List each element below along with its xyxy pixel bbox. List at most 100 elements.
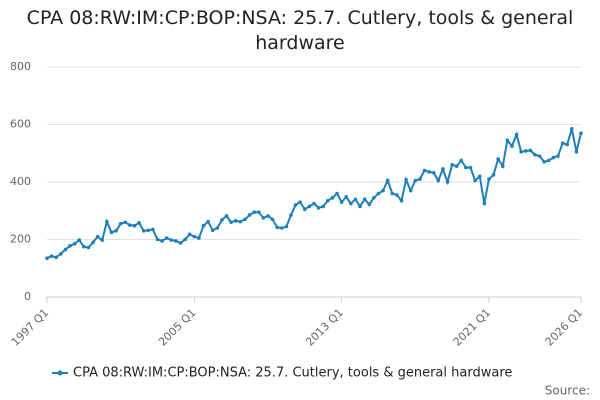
y-tick-label: 200 xyxy=(10,233,31,246)
point xyxy=(201,223,206,228)
point xyxy=(91,240,95,245)
x-tick-label: 2005 Q1 xyxy=(156,306,199,349)
point xyxy=(477,174,482,179)
point xyxy=(105,219,109,224)
point xyxy=(210,228,215,233)
point xyxy=(546,158,551,163)
point xyxy=(128,223,132,227)
point xyxy=(330,196,335,200)
point xyxy=(86,245,91,250)
point xyxy=(459,158,464,163)
point xyxy=(579,131,583,135)
point xyxy=(482,201,487,206)
point xyxy=(353,197,358,202)
point xyxy=(63,247,68,252)
point xyxy=(77,238,82,242)
point xyxy=(408,188,413,193)
legend-marker xyxy=(57,370,63,376)
point xyxy=(468,165,473,170)
point xyxy=(206,219,210,224)
point xyxy=(155,237,160,242)
point xyxy=(399,198,404,203)
point xyxy=(197,236,201,240)
point xyxy=(289,213,293,217)
point xyxy=(349,201,353,206)
point xyxy=(174,239,178,243)
point xyxy=(362,197,367,202)
point xyxy=(427,170,431,174)
point xyxy=(376,191,381,196)
point xyxy=(500,164,505,168)
point xyxy=(114,229,118,233)
point xyxy=(160,239,164,243)
point xyxy=(450,162,454,167)
source: Source: xyxy=(545,384,590,398)
point xyxy=(560,141,565,145)
point xyxy=(95,234,100,239)
point xyxy=(238,219,243,224)
point xyxy=(404,177,408,182)
point xyxy=(192,234,197,239)
point xyxy=(381,188,385,193)
point xyxy=(556,154,560,158)
point xyxy=(395,193,399,197)
point xyxy=(445,180,450,184)
x-tick-label: 2013 Q1 xyxy=(303,306,346,349)
point xyxy=(137,221,141,225)
point xyxy=(487,177,491,181)
point xyxy=(326,198,330,203)
point xyxy=(316,206,321,210)
point xyxy=(473,178,477,183)
point xyxy=(491,173,496,177)
point xyxy=(441,167,445,171)
point xyxy=(224,214,229,218)
point xyxy=(302,207,307,212)
point xyxy=(413,178,418,183)
point xyxy=(569,127,574,131)
point xyxy=(243,217,247,222)
point xyxy=(284,224,289,229)
x-tick-label: 2021 Q1 xyxy=(451,306,494,349)
point xyxy=(514,132,519,137)
point xyxy=(279,226,284,230)
point xyxy=(574,150,579,154)
point xyxy=(551,155,556,160)
point xyxy=(335,191,339,196)
point xyxy=(270,217,275,222)
point xyxy=(454,164,459,168)
point xyxy=(146,228,151,233)
point xyxy=(215,226,220,230)
y-tick-label: 0 xyxy=(24,290,31,303)
point xyxy=(390,191,395,196)
point xyxy=(233,219,238,223)
point xyxy=(82,244,86,249)
y-tick-label: 400 xyxy=(10,175,31,188)
point xyxy=(537,154,542,158)
point xyxy=(100,238,105,242)
point xyxy=(59,252,63,256)
point xyxy=(72,242,77,246)
point xyxy=(358,204,362,209)
legend-label: CPA 08:RW:IM:CP:BOP:NSA: 25.7. Cutlery, … xyxy=(73,366,512,381)
point xyxy=(178,241,183,245)
point xyxy=(123,220,128,225)
point xyxy=(293,203,298,207)
y-tick-label: 800 xyxy=(10,60,31,73)
point xyxy=(183,237,187,242)
point xyxy=(565,142,569,147)
point xyxy=(436,178,441,183)
point xyxy=(464,165,468,170)
point xyxy=(533,152,537,157)
point xyxy=(510,144,514,148)
point xyxy=(344,195,349,199)
point xyxy=(298,200,302,204)
point xyxy=(118,221,123,226)
point xyxy=(229,220,233,225)
point xyxy=(307,204,312,209)
point xyxy=(256,210,261,214)
point xyxy=(252,210,256,214)
point xyxy=(266,214,270,218)
point xyxy=(496,157,500,161)
